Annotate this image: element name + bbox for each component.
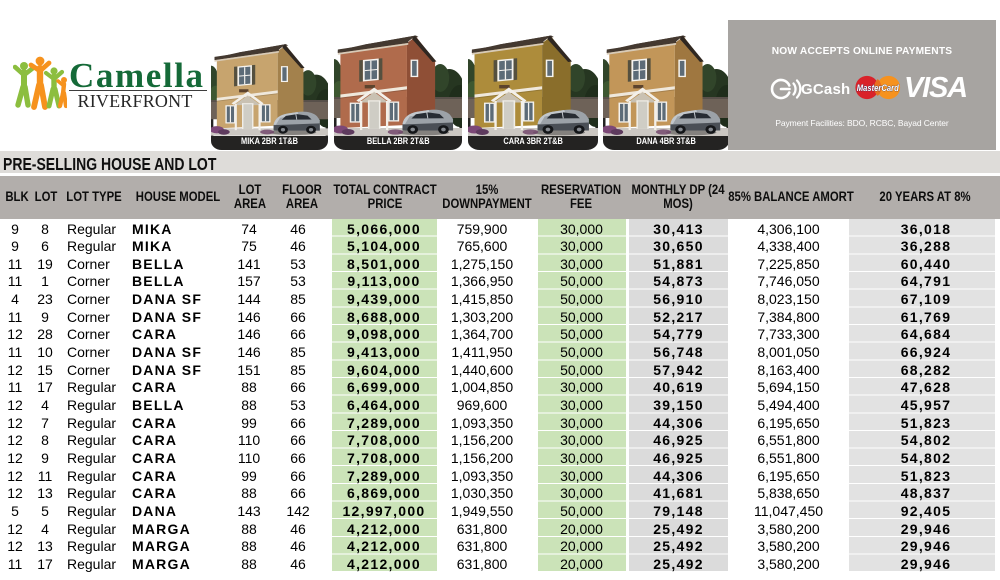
svg-text:MasterCard: MasterCard	[857, 82, 899, 93]
